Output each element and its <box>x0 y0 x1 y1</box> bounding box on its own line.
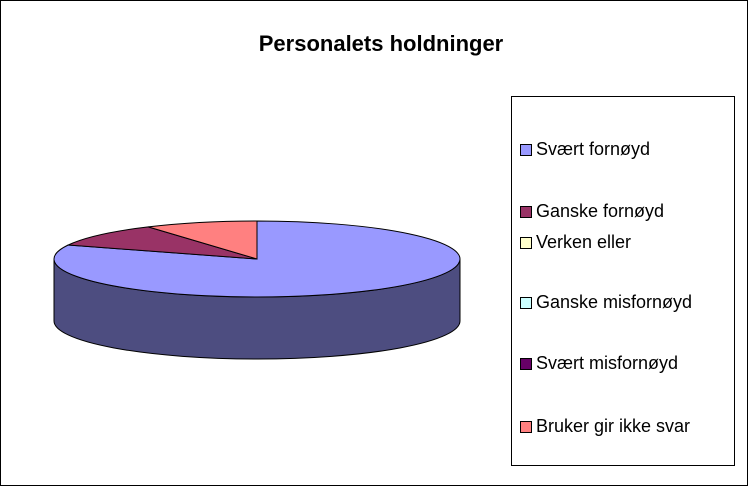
legend-label: Svært misfornøyd <box>536 353 679 373</box>
legend-swatch <box>520 144 532 156</box>
legend-label: Ganske misfornøyd <box>536 292 693 312</box>
legend-entry: Svært misfornøyd <box>520 351 720 375</box>
legend-label: Ganske fornøyd <box>536 201 665 221</box>
legend-swatch <box>520 206 532 218</box>
legend-swatch <box>520 237 532 249</box>
legend-label: Verken eller <box>536 232 632 252</box>
legend-entry: Svært fornøyd <box>520 137 720 161</box>
chart-title: Personalets holdninger <box>258 31 504 56</box>
pie-slice <box>66 226 258 260</box>
legend-entry: Ganske fornøyd <box>520 199 720 223</box>
legend-entry: Ganske misfornøyd <box>520 290 720 314</box>
legend-swatch <box>520 297 532 309</box>
legend-label: Bruker gir ikke svar <box>536 416 691 436</box>
legend-entry: Bruker gir ikke svar <box>520 414 720 438</box>
legend-swatch <box>520 358 532 370</box>
legend-swatch <box>520 421 532 433</box>
pie-slice <box>148 220 258 260</box>
legend-label: Svært fornøyd <box>536 139 651 159</box>
legend: Svært fornøyd Ganske fornøyd Verken eller G… <box>511 96 735 466</box>
legend-entry: Verken eller <box>520 230 720 254</box>
